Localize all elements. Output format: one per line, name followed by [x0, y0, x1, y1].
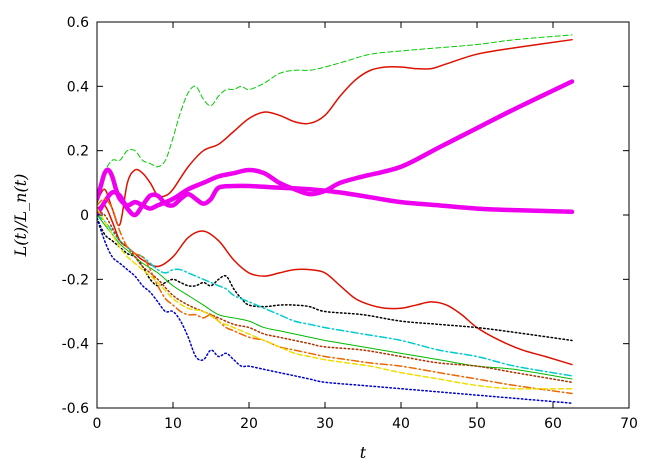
y-tick-label: 0.2: [67, 144, 89, 160]
plot-frame: [96, 21, 630, 409]
series-line-1: [97, 34, 573, 206]
x-tick-label: 10: [164, 416, 182, 432]
series-line-10: [97, 198, 573, 395]
series-line-4: [97, 79, 575, 211]
y-tick-label: -0.6: [62, 401, 89, 417]
y-tick-label: -0.4: [62, 337, 89, 353]
x-axis-title: t: [360, 443, 367, 462]
series-line-5: [97, 183, 575, 218]
x-tick-label: 50: [468, 416, 486, 432]
x-tick-label: 40: [392, 416, 410, 432]
series-line-7: [97, 214, 573, 377]
series-line-6: [97, 217, 573, 342]
x-tick-label: 70: [620, 416, 638, 432]
series-line-11: [97, 207, 573, 390]
x-tick-label: 30: [316, 416, 334, 432]
series-line-2: [97, 38, 573, 227]
y-tick-label: 0.4: [67, 79, 89, 95]
x-tick-label: 60: [544, 416, 562, 432]
series-line-8: [97, 214, 573, 380]
series-line-3: [97, 204, 573, 366]
series-line-12: [97, 217, 573, 404]
series-line-9: [97, 211, 573, 384]
x-tick-label: 0: [93, 416, 102, 432]
y-tick-label: 0: [80, 208, 89, 224]
axis-ticks: 0 10 20 30 40 50 60 70 -0.6 -0.4 -0.2 0 0.2 0.4 0.6: [62, 15, 638, 432]
series-layer: [97, 34, 575, 404]
x-tick-label: 20: [240, 416, 258, 432]
y-axis-title: L(t)/L_n(t): [11, 174, 30, 258]
y-tick-label: -0.2: [62, 272, 89, 288]
y-tick-label: 0.6: [67, 15, 89, 31]
